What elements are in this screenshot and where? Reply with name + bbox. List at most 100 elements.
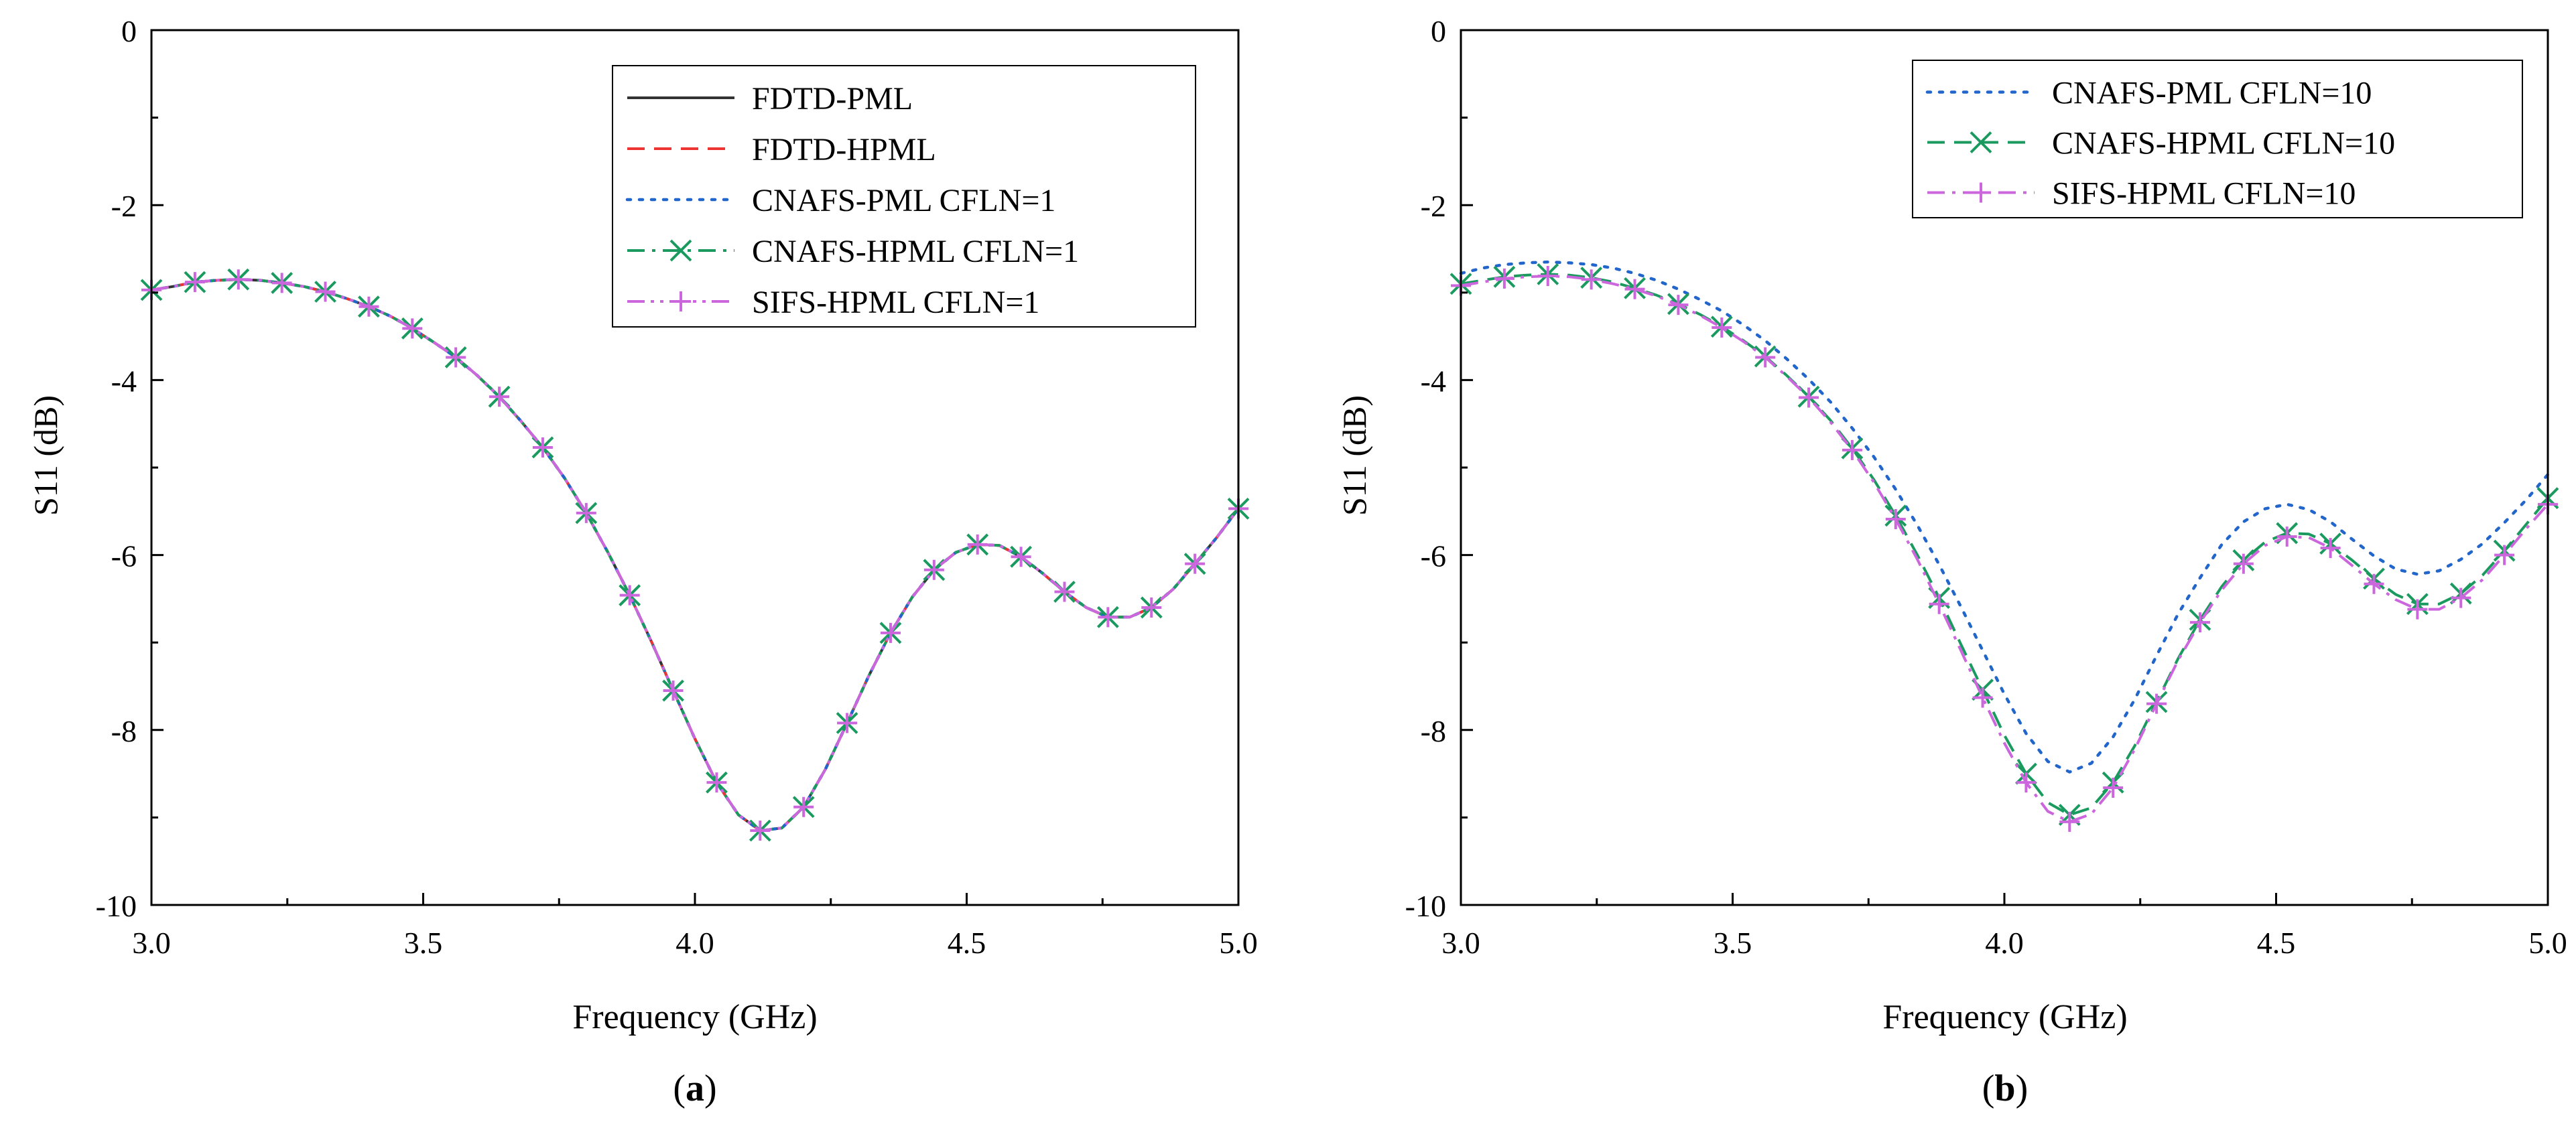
data-point-marker — [2059, 811, 2080, 832]
series-line — [151, 278, 1240, 832]
series-line — [151, 278, 1240, 832]
data-point-marker — [271, 273, 292, 293]
data-point-marker — [1799, 387, 1819, 408]
legend-label: FDTD-HPML — [752, 132, 936, 167]
data-point-marker — [532, 437, 553, 458]
data-point-marker — [2494, 545, 2515, 565]
data-point-marker — [489, 386, 510, 407]
data-point-marker — [576, 502, 596, 523]
data-point-marker — [1011, 547, 1031, 567]
x-tick-label: 4.5 — [948, 926, 986, 960]
chart-panel-b: 0 -2 -4 -6 -8 -10 3.0 3.5 4.0 4.5 5.0 S11 (dB) Fr… — [1336, 14, 2567, 1109]
data-point-marker — [2016, 772, 2037, 793]
y-tick-label: -2 — [1421, 189, 1446, 223]
y-axis-label: S11 (dB) — [1336, 395, 1373, 516]
data-point-marker — [2233, 553, 2254, 574]
y-tick-label: -10 — [96, 889, 137, 923]
data-point-marker — [1885, 509, 1906, 530]
data-point-marker — [2276, 526, 2297, 547]
data-point-marker — [228, 269, 249, 290]
data-point-marker — [967, 534, 988, 555]
x-tick-label: 5.0 — [2528, 926, 2567, 960]
legend-label: SIFS-HPML CFLN=10 — [2052, 176, 2356, 212]
data-point-marker — [1972, 687, 1993, 708]
y-tick-label: -6 — [1421, 539, 1446, 573]
data-point-marker — [315, 281, 336, 302]
data-point-marker — [923, 559, 944, 580]
y-tick-label: -10 — [1405, 889, 1446, 923]
y-tick-label: -2 — [111, 189, 137, 223]
data-point-marker — [1581, 269, 1602, 290]
legend-marker — [1970, 131, 1992, 153]
y-tick-label: -4 — [111, 364, 137, 398]
data-point-marker — [1929, 593, 1949, 614]
legend-label: CNAFS-PML CFLN=10 — [2052, 76, 2372, 111]
data-point-marker — [1624, 279, 1645, 299]
y-tick-label: 0 — [1431, 14, 1446, 48]
data-point-marker — [2407, 599, 2428, 620]
series-sifs-hpml-cfln-10 — [1451, 265, 2558, 832]
y-tick-label: -6 — [111, 539, 137, 573]
data-point-marker — [2189, 612, 2210, 633]
legend-b: CNAFS-PML CFLN=10 CNAFS-HPML CFLN=10 SIFS-… — [1912, 60, 2523, 218]
series-line — [1459, 260, 2550, 774]
series-cnafs-hpml-cfln-10 — [1450, 263, 2559, 826]
legend-label: CNAFS-HPML CFLN=10 — [2052, 126, 2395, 161]
data-point-marker — [1712, 318, 1732, 338]
data-point-marker — [706, 772, 727, 793]
y-tick-label: -8 — [111, 714, 137, 748]
data-point-marker — [2146, 693, 2167, 714]
series-sifs-hpml-cfln-1 — [141, 269, 1248, 841]
data-point-marker — [663, 681, 684, 701]
x-axis-label: Frequency (GHz) — [572, 998, 817, 1036]
panel-label-b: (b) — [1982, 1068, 2028, 1109]
data-point-marker — [1494, 268, 1515, 289]
panel-label-a: (a) — [673, 1068, 716, 1109]
x-tick-label: 4.0 — [1985, 926, 2024, 960]
data-point-marker — [793, 796, 814, 817]
y-tick-label: 0 — [121, 14, 137, 48]
series-cnafs-pml-cfln-1 — [149, 277, 1240, 833]
data-point-marker — [1098, 607, 1118, 628]
series-line — [149, 277, 1240, 833]
series-line — [1460, 273, 2549, 817]
series-line — [151, 278, 1240, 832]
legend-a: FDTD-PML FDTD-HPML CNAFS-PML CFLN=1 CNAFS-H… — [612, 65, 1196, 328]
data-point-marker — [184, 272, 205, 293]
data-point-marker — [359, 296, 379, 317]
x-tick-label: 4.5 — [2257, 926, 2296, 960]
data-point-marker — [1537, 265, 1558, 286]
series-line — [151, 278, 1240, 832]
legend-box — [612, 65, 1196, 328]
series-cnafs-pml-cfln-10 — [1459, 260, 2550, 774]
series-cnafs-hpml-cfln-1 — [140, 268, 1250, 842]
legend-label: CNAFS-HPML CFLN=1 — [752, 234, 1079, 269]
legend-marker — [669, 239, 692, 262]
x-tick-label: 3.0 — [132, 926, 171, 960]
data-point-marker — [837, 713, 858, 733]
data-point-marker — [880, 622, 901, 643]
data-point-marker — [1755, 347, 1776, 368]
y-axis-label: S11 (dB) — [27, 395, 64, 516]
data-point-marker — [2364, 573, 2384, 594]
series-line — [1460, 275, 2549, 823]
data-point-marker — [446, 347, 466, 368]
data-point-marker — [1054, 581, 1075, 602]
chart-panel-a: 0 -2 -4 -6 -8 -10 3.0 3.5 4.0 4.5 5.0 S11 (dB) Fr… — [27, 14, 1258, 1109]
data-point-marker — [750, 820, 771, 841]
x-tick-label: 3.0 — [1441, 926, 1480, 960]
legend-label: CNAFS-PML CFLN=1 — [752, 183, 1055, 218]
data-point-marker — [1668, 295, 1689, 315]
data-point-marker — [619, 585, 640, 606]
x-tick-label: 3.5 — [1714, 926, 1752, 960]
data-point-marker — [1185, 553, 1206, 574]
legend-marker — [1971, 182, 1991, 203]
x-axis-label: Frequency (GHz) — [1882, 998, 2127, 1036]
data-point-marker — [1141, 597, 1162, 618]
x-tick-label: 4.0 — [675, 926, 714, 960]
data-point-marker — [2320, 538, 2341, 559]
series-fdtd-hpml — [151, 278, 1240, 832]
data-point-marker — [2103, 778, 2124, 798]
x-tick-label: 5.0 — [1219, 926, 1258, 960]
data-point-marker — [402, 318, 423, 339]
